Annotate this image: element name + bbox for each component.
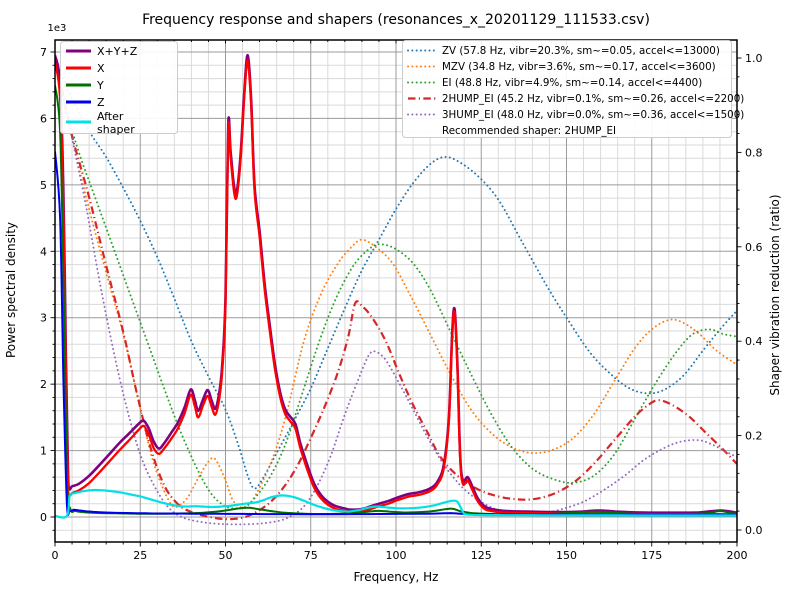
legend-item-label: Z bbox=[97, 96, 105, 109]
x-tick-label: 125 bbox=[471, 549, 492, 562]
y-left-tick-label: 3 bbox=[40, 312, 47, 325]
y-left-tick-label: 5 bbox=[40, 179, 47, 192]
y-right-tick-label: 0.4 bbox=[745, 335, 763, 348]
series-x-line bbox=[55, 59, 737, 516]
y-right-tick-label: 1.0 bbox=[745, 52, 763, 65]
tick-labels: 0 25 50 75 100 125 150 175 200 0 1 2 3 4 5 6 7 0.0 0.2 0.4 0… bbox=[40, 46, 763, 562]
y-left-tick-label: 6 bbox=[40, 112, 47, 125]
legend-item-x-y-z: X+Y+Z bbox=[66, 45, 138, 58]
legend-item-z: Z bbox=[66, 96, 105, 109]
series-2hump-ei-line bbox=[55, 57, 737, 521]
y-right-tick-label: 0.6 bbox=[745, 241, 763, 254]
y-left-tick-label: 4 bbox=[40, 245, 47, 258]
y-left-tick-label: 2 bbox=[40, 378, 47, 391]
series-group bbox=[55, 53, 737, 526]
legend-item-label: EI (48.8 Hz, vibr=4.9%, sm~=0.14, accel<… bbox=[442, 77, 702, 89]
y-left-tick-label: 7 bbox=[40, 46, 47, 59]
y-right-tick-label: 0.8 bbox=[745, 146, 763, 159]
y-right-tick-label: 0.0 bbox=[745, 524, 763, 537]
legend-item-mzv: MZV (34.8 Hz, vibr=3.6%, sm~=0.17, accel… bbox=[407, 61, 716, 73]
legend-item-3hump-ei: 3HUMP_EI (48.0 Hz, vibr=0.0%, sm~=0.36, … bbox=[407, 109, 744, 121]
legend-item-label: 2HUMP_EI (45.2 Hz, vibr=0.1%, sm~=0.26, … bbox=[442, 93, 744, 105]
legend-item-label: After bbox=[97, 110, 124, 123]
x-tick-label: 50 bbox=[219, 549, 233, 562]
y-left-tick-label: 1 bbox=[40, 445, 47, 458]
x-tick-label: 175 bbox=[641, 549, 662, 562]
legend-item-label: X bbox=[97, 62, 105, 75]
legend-right-box bbox=[402, 40, 732, 138]
series-zv-line bbox=[55, 57, 737, 490]
x-tick-label: 0 bbox=[52, 549, 59, 562]
x-tick-label: 100 bbox=[386, 549, 407, 562]
legend-item-ei: EI (48.8 Hz, vibr=4.9%, sm~=0.14, accel<… bbox=[407, 77, 702, 89]
y-right-axis-label: Shaper vibration reduction (ratio) bbox=[768, 194, 782, 395]
legend-item-label: X+Y+Z bbox=[97, 45, 138, 58]
series-3hump-ei-line bbox=[55, 57, 737, 526]
series-x-y-z-line bbox=[55, 53, 737, 514]
y-right-tick-label: 0.2 bbox=[745, 430, 763, 443]
chart-title: Frequency response and shapers (resonanc… bbox=[142, 12, 650, 28]
legend-item-label: shaper bbox=[97, 123, 135, 136]
legend-item-x: X bbox=[66, 62, 105, 75]
x-tick-label: 75 bbox=[304, 549, 318, 562]
legend-left-box bbox=[60, 41, 178, 134]
legend-item-y: Y bbox=[66, 79, 104, 92]
x-axis-label: Frequency, Hz bbox=[354, 570, 439, 584]
series-after-shaper-line bbox=[55, 488, 737, 519]
x-tick-label: 150 bbox=[556, 549, 577, 562]
legend-item-2hump-ei: 2HUMP_EI (45.2 Hz, vibr=0.1%, sm~=0.26, … bbox=[408, 93, 744, 105]
legend-item-label: Y bbox=[96, 79, 104, 92]
legend-right: ZV (57.8 Hz, vibr=20.3%, sm~=0.05, accel… bbox=[402, 40, 744, 138]
y-left-tick-label: 0 bbox=[40, 511, 47, 524]
legend-item-label: 3HUMP_EI (48.0 Hz, vibr=0.0%, sm~=0.36, … bbox=[442, 109, 744, 121]
x-tick-label: 25 bbox=[133, 549, 147, 562]
legend-item-zv: ZV (57.8 Hz, vibr=20.3%, sm~=0.05, accel… bbox=[407, 45, 720, 57]
recommended-shaper-note: Recommended shaper: 2HUMP_EI bbox=[442, 125, 616, 137]
legend-item-label: ZV (57.8 Hz, vibr=20.3%, sm~=0.05, accel… bbox=[442, 45, 720, 57]
y-left-axis-label: Power spectral density bbox=[4, 222, 18, 358]
legend-item-label: MZV (34.8 Hz, vibr=3.6%, sm~=0.17, accel… bbox=[442, 61, 716, 73]
y-left-offset-text: 1e3 bbox=[48, 23, 67, 34]
x-tick-label: 200 bbox=[727, 549, 748, 562]
series-ei-line bbox=[55, 57, 737, 510]
